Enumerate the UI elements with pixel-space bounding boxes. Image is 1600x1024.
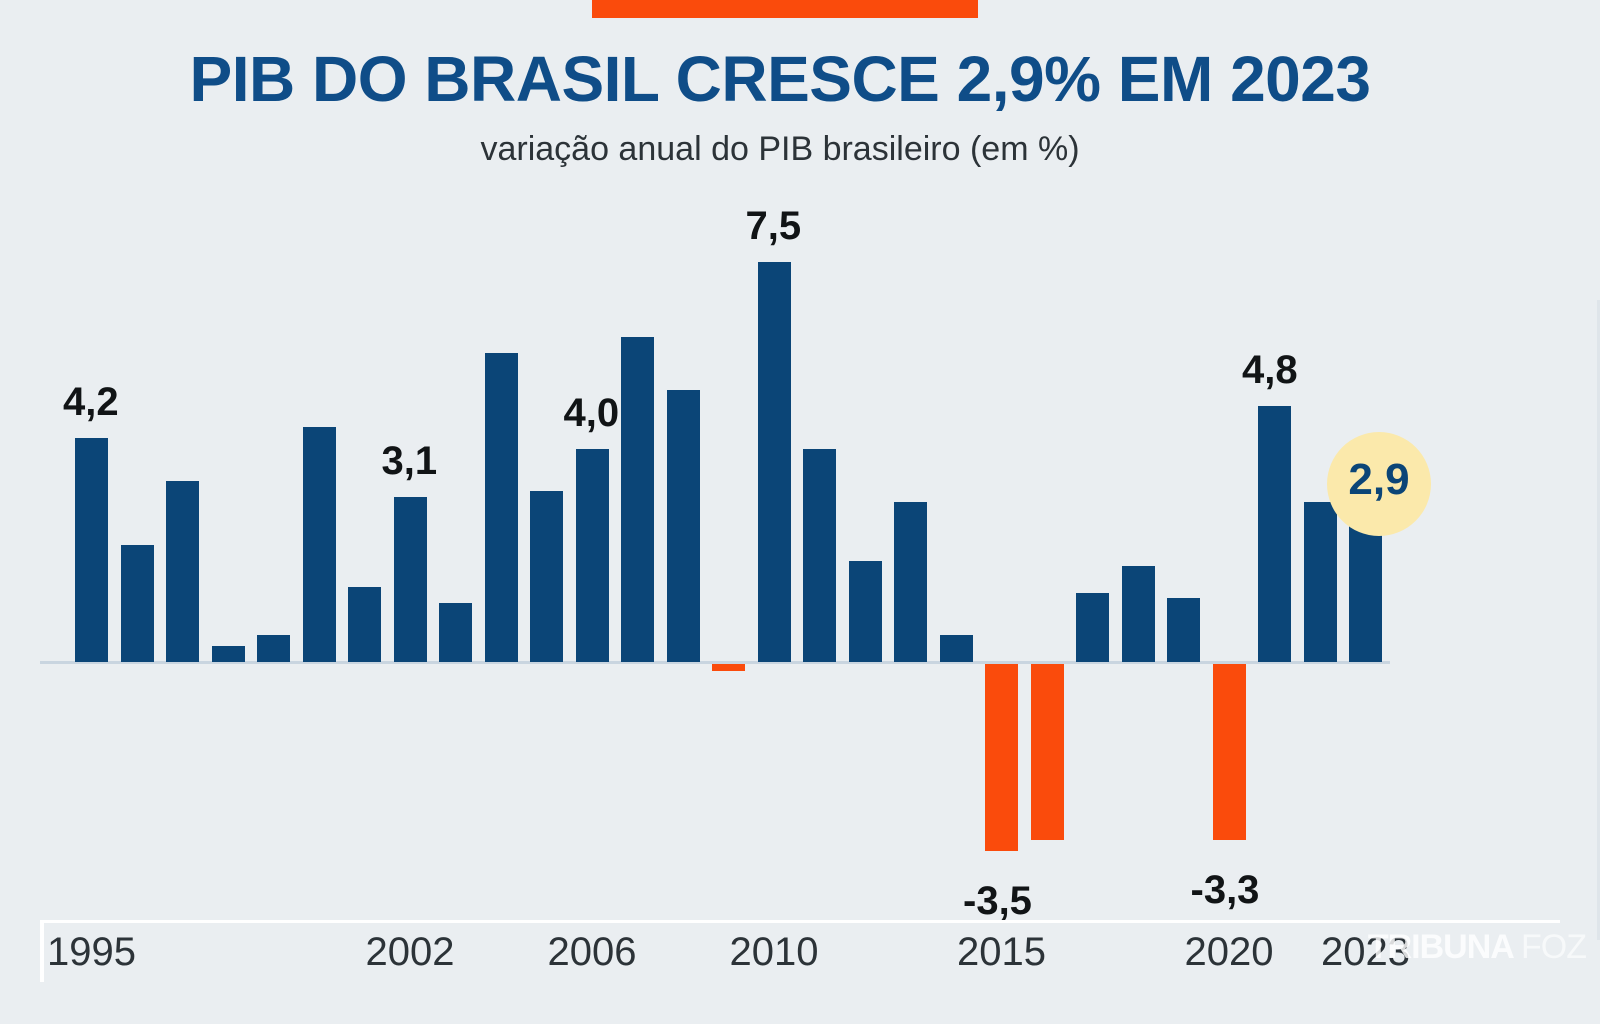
bar-2006: [575, 448, 609, 662]
value-label-2021: 4,8: [1242, 348, 1298, 393]
highlight-circle-2023: [1327, 432, 1431, 536]
bar-1999: [257, 635, 290, 662]
bar-2010: [757, 262, 791, 662]
bar-2011: [803, 448, 836, 662]
bar-2002: [393, 496, 427, 662]
bar-2022: [1303, 502, 1337, 662]
bar-2012: [848, 560, 882, 662]
value-label-2002: 3,1: [381, 438, 438, 483]
value-label-2006: 4,0: [563, 390, 620, 435]
bar-2018: [1121, 566, 1155, 662]
bar-2017: [1076, 592, 1109, 662]
x-tick-2010: 2010: [729, 930, 819, 974]
bar-2013: [894, 502, 927, 662]
bar-1998: [211, 646, 245, 662]
bar-2000: [302, 427, 336, 662]
bar-1996: [120, 544, 154, 662]
x-tick-2023: 2023: [1321, 930, 1410, 974]
bar-1997: [166, 480, 199, 662]
bar-2014: [939, 635, 973, 662]
bar-2007: [621, 336, 654, 662]
x-tick-2002: 2002: [365, 930, 455, 974]
bar-2016: [1030, 664, 1064, 840]
bar-2005: [530, 491, 563, 662]
bar-2021: [1258, 406, 1291, 662]
top-accent-bar: [592, 0, 978, 18]
x-axis-rule: [40, 920, 1560, 923]
x-tick-2006: 2006: [547, 930, 637, 974]
value-label-2020: -3,3: [1190, 867, 1260, 912]
bar-2001: [348, 587, 381, 662]
watermark-tribuna-foz: TRIBUNA FOZ: [1367, 928, 1587, 967]
bar-2003: [439, 603, 472, 662]
zero-baseline: [40, 661, 1390, 664]
x-tick-2015: 2015: [957, 930, 1046, 974]
x-axis-tick-start: [40, 920, 44, 982]
value-label-2010: 7,5: [745, 204, 802, 249]
bar-2020: [1212, 664, 1246, 840]
x-tick-1995: 1995: [47, 930, 136, 974]
value-label-2015: -3,5: [963, 878, 1032, 923]
page-title: PIB DO BRASIL CRESCE 2,9% EM 2023: [189, 43, 1371, 115]
bar-1995: [75, 438, 108, 662]
page-subtitle: variação anual do PIB brasileiro (em %): [480, 130, 1080, 168]
watermark-light: FOZ: [1521, 928, 1587, 966]
right-edge-rule: [1597, 300, 1600, 940]
bar-2009: [712, 664, 745, 671]
bar-2015: [985, 664, 1018, 851]
x-tick-2020: 2020: [1184, 930, 1274, 974]
bar-2008: [666, 390, 700, 662]
bar-2004: [484, 352, 518, 662]
value-label-1995: 4,2: [63, 380, 119, 425]
watermark-bold: TRIBUNA: [1367, 928, 1514, 966]
highlight-value-2023: 2,9: [1348, 455, 1410, 504]
bar-2019: [1167, 598, 1200, 662]
